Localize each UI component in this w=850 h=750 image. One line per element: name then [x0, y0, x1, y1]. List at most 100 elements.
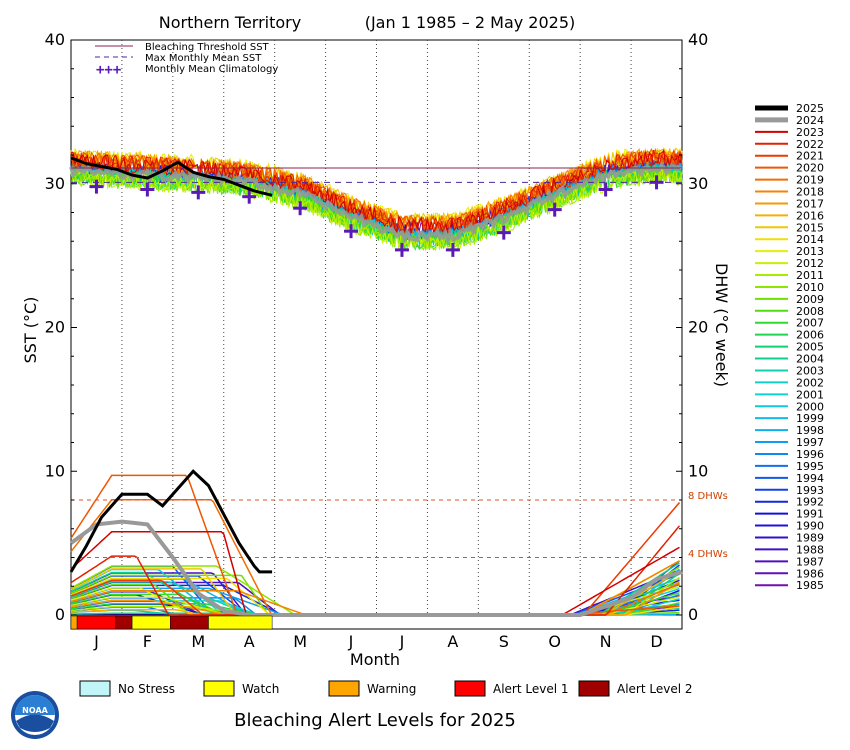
- year-label: 1989: [796, 531, 824, 544]
- year-legend-item: 2004: [755, 353, 824, 366]
- year-legend-item: 1990: [755, 520, 824, 533]
- dhw-4-label: 4 DHWs: [688, 549, 728, 560]
- year-label: 2006: [796, 329, 824, 342]
- year-legend-item: 2021: [755, 150, 824, 163]
- month-tick-label: D: [650, 632, 662, 651]
- month-tick-label: J: [93, 632, 99, 651]
- year-label: 2010: [796, 281, 824, 294]
- reference-lines: [71, 167, 682, 558]
- climatology-markers: [89, 175, 664, 257]
- year-legend-item: 1994: [755, 472, 824, 485]
- year-legend-item: 2024: [755, 114, 824, 127]
- sst-trace-2015: [70, 147, 683, 230]
- alert-legend-swatch: [328, 680, 360, 697]
- noaa-logo: NOAA: [11, 691, 59, 739]
- year-label: 1986: [796, 567, 824, 580]
- year-legend-item: 2003: [755, 364, 824, 377]
- year-label: 2011: [796, 269, 824, 282]
- year-label: 1993: [796, 484, 824, 497]
- year-label: 1990: [796, 520, 824, 533]
- year-label: 1995: [796, 460, 824, 473]
- year-legend-item: 2018: [755, 186, 824, 199]
- y-tick-left: 20: [45, 318, 65, 337]
- year-label: 1998: [796, 424, 824, 437]
- climatology-point: [191, 185, 206, 200]
- year-label: 2017: [796, 197, 824, 210]
- year-label: 2008: [796, 305, 824, 318]
- year-legend-item: 2012: [755, 257, 824, 270]
- year-label: 2022: [796, 138, 824, 151]
- year-legend-item: 1998: [755, 424, 824, 437]
- year-label: 2000: [796, 400, 824, 413]
- alert-legend-swatch: [578, 680, 610, 697]
- climatology-point: [547, 202, 562, 217]
- alert-strip: [70, 615, 273, 630]
- alert-segment: [131, 615, 171, 630]
- dhw-line-2024: [69, 519, 683, 617]
- month-tick-label: F: [143, 632, 152, 651]
- chart-title: Northern Territory: [159, 13, 301, 32]
- year-label: 2001: [796, 388, 824, 401]
- dhw-8-label: 8 DHWs: [688, 491, 728, 502]
- year-label: 2003: [796, 364, 824, 377]
- month-tick-label: J: [348, 632, 354, 651]
- series-2024: [69, 519, 683, 617]
- month-tick-label: O: [548, 632, 561, 651]
- legend-clim-label: Monthly Mean Climatology: [145, 64, 278, 75]
- y-tick-right: 10: [688, 461, 708, 480]
- year-label: 2021: [796, 150, 824, 163]
- alert-legend-label: Warning: [367, 682, 416, 696]
- alert-segment: [170, 615, 209, 630]
- year-legend-item: 2017: [755, 197, 824, 210]
- year-legend-item: 1985: [755, 579, 824, 592]
- year-label: 1985: [796, 579, 824, 592]
- year-legend: 2025202420232022202120202019201820172016…: [755, 102, 824, 592]
- y-axis-label-left: SST (°C): [21, 297, 40, 364]
- climatology-point: [394, 242, 409, 257]
- year-legend-item: 2005: [755, 341, 824, 354]
- year-legend-item: 2006: [755, 329, 824, 342]
- y-tick-right: 20: [688, 318, 708, 337]
- alert-legend-item: Warning: [328, 680, 416, 697]
- climatology-point: [344, 224, 359, 239]
- year-label: 1987: [796, 555, 824, 568]
- legend-clim-swatch: +++: [96, 62, 121, 78]
- year-label: 2004: [796, 353, 824, 366]
- series-2025: [69, 156, 273, 574]
- year-legend-item: 1997: [755, 436, 824, 449]
- year-legend-item: 2002: [755, 376, 824, 389]
- dhw-line-2025: [69, 469, 273, 574]
- alert-legend-label: Alert Level 1: [493, 682, 569, 696]
- year-label: 1992: [796, 496, 824, 509]
- alert-legend-item: No Stress: [79, 680, 175, 697]
- alert-segment: [208, 615, 273, 630]
- year-label: 2020: [796, 162, 824, 175]
- y-axis-ticks: 0 0 10 10 20 20 30 30 40 40: [45, 30, 709, 624]
- climatology-point: [445, 242, 460, 257]
- climatology-point: [649, 175, 664, 190]
- alert-legend: No Stress Watch Warning Alert Level 1 Alert …: [79, 680, 693, 697]
- y-tick-right: 30: [688, 174, 708, 193]
- alert-legend-item: Watch: [203, 680, 279, 697]
- sst-trace-2016: [70, 147, 683, 231]
- year-legend-item: 2016: [755, 209, 824, 222]
- year-label: 2019: [796, 174, 824, 187]
- year-label: 2023: [796, 126, 824, 139]
- year-label: 2005: [796, 341, 824, 354]
- alert-legend-label: Watch: [242, 682, 279, 696]
- year-legend-item: 2022: [755, 138, 824, 151]
- year-label: 2002: [796, 376, 824, 389]
- month-gridlines: [71, 40, 682, 616]
- year-legend-item: 2001: [755, 388, 824, 401]
- year-label: 1991: [796, 508, 824, 521]
- climatology-point: [293, 201, 308, 216]
- alert-legend-swatch: [454, 680, 486, 697]
- month-tick-label: S: [499, 632, 509, 651]
- year-label: 2014: [796, 233, 824, 246]
- month-tick-label: M: [293, 632, 307, 651]
- year-legend-item: 1993: [755, 484, 824, 497]
- year-legend-item: 2008: [755, 305, 824, 318]
- y-tick-right: 40: [688, 30, 708, 49]
